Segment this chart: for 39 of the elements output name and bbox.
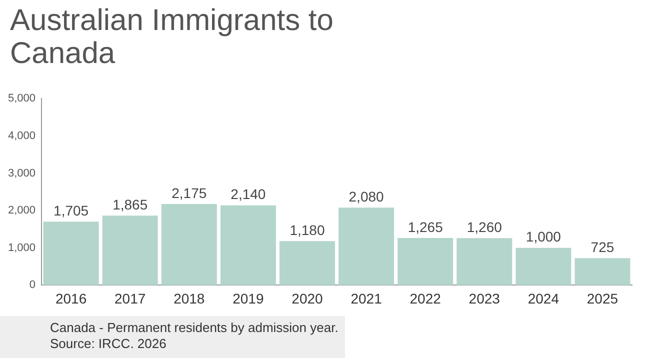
text: Canada - Permanent residents by admission year. — [50, 320, 338, 336]
y-tick-label: 0 — [29, 279, 36, 292]
x-tick-label: 2020 — [292, 290, 324, 306]
x-tick-label: 2017 — [114, 290, 146, 306]
x-tick-label: 2022 — [410, 290, 442, 306]
data-label: 725 — [590, 239, 614, 255]
x-tick-label: 2021 — [350, 290, 382, 306]
x-tick-label: 2016 — [55, 290, 87, 306]
y-tick-label: 3,000 — [8, 167, 36, 180]
y-tick-label: 4,000 — [8, 130, 36, 142]
data-label: 2,175 — [172, 184, 207, 201]
bar — [516, 248, 572, 286]
data-label: 2,140 — [230, 186, 266, 202]
data-label: 2,080 — [348, 188, 384, 204]
y-tick-label: 1,000 — [8, 242, 36, 254]
chart-title: Australian Immigrants to Canada — [10, 4, 334, 70]
data-label: 1,180 — [290, 222, 325, 238]
data-label: 1,000 — [526, 228, 562, 245]
y-tick-label: 5,000 — [8, 92, 36, 105]
data-label: 1,260 — [466, 219, 502, 236]
bar — [43, 222, 99, 286]
x-tick-label: 2019 — [232, 290, 264, 306]
bar — [279, 241, 335, 286]
bar — [574, 258, 630, 286]
y-tick-label: 2,000 — [8, 204, 36, 217]
x-tick-label: 2024 — [528, 290, 560, 306]
data-label: 1,865 — [112, 196, 148, 212]
bar — [220, 205, 276, 286]
bar — [102, 216, 158, 286]
bar — [456, 238, 512, 286]
bar — [338, 208, 394, 286]
bar — [398, 238, 454, 286]
data-label: 1,705 — [54, 202, 89, 218]
x-tick-label: 2018 — [174, 290, 205, 306]
bar — [161, 204, 217, 286]
x-tick-label: 2025 — [586, 290, 618, 306]
x-tick-label: 2023 — [468, 290, 500, 306]
data-label: 1,265 — [408, 218, 444, 235]
source-note: Source: IRCC. 2026 — [50, 336, 168, 352]
